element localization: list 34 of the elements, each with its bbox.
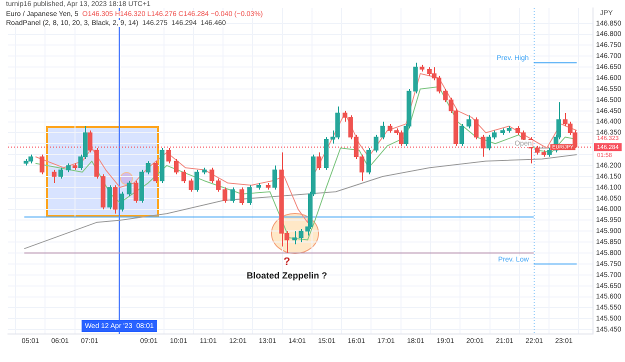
candlestick [210, 167, 214, 184]
candlestick [107, 184, 112, 210]
candlestick [174, 158, 179, 175]
candlestick [194, 169, 200, 192]
candlestick [230, 186, 235, 204]
candlestick [112, 184, 118, 214]
candlestick [474, 116, 479, 140]
candlestick [58, 167, 64, 180]
candlestick [366, 148, 372, 175]
candlestick [247, 184, 252, 206]
candlestick [374, 134, 378, 153]
candlestick [188, 178, 194, 192]
candlestick [40, 154, 44, 175]
candlestick [298, 228, 304, 243]
annotation: ? [284, 256, 290, 268]
candlestick [181, 169, 186, 184]
candlestick [126, 180, 132, 197]
candlestick [239, 186, 244, 206]
candlestick [466, 114, 472, 129]
candlestick [459, 123, 464, 146]
candlestick [272, 165, 278, 190]
candlestick [292, 230, 297, 245]
candlestick [166, 148, 171, 164]
annotation: Bloated Zeppelin ? [246, 270, 328, 281]
candlestick [134, 180, 138, 204]
candlestick [316, 152, 322, 170]
candlestick [52, 169, 57, 184]
candlestick [480, 134, 486, 158]
candlestick [222, 186, 228, 204]
candlestick [119, 191, 124, 212]
candlestick [216, 178, 221, 192]
candlestick [380, 121, 385, 140]
candlestick [153, 160, 158, 184]
candlestick [146, 160, 150, 175]
